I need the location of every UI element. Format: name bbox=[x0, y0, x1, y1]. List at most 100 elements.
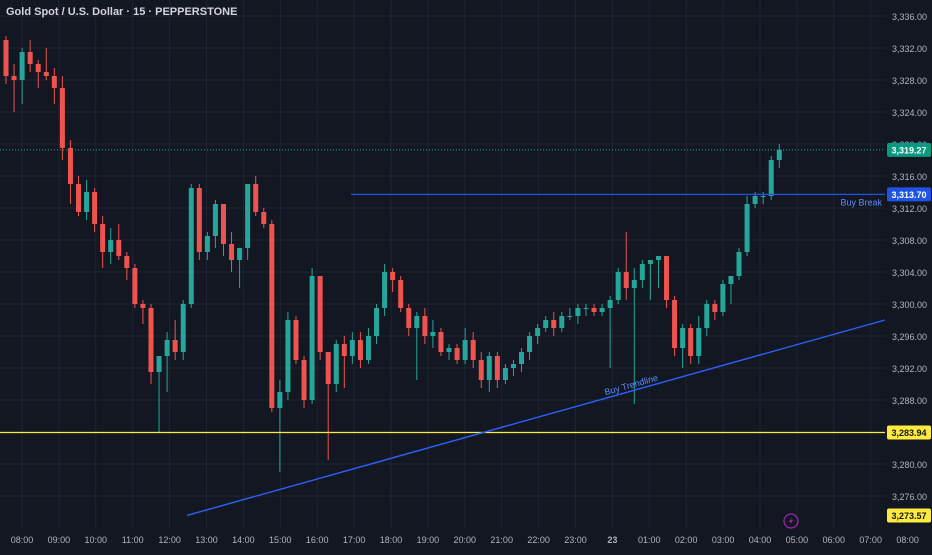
candle-body bbox=[333, 344, 339, 384]
price-tick-label: 3,296.00 bbox=[892, 332, 927, 342]
candle-body bbox=[132, 268, 138, 304]
candle-body bbox=[229, 244, 235, 260]
candle-body bbox=[92, 192, 98, 224]
candle-body bbox=[277, 392, 283, 408]
candle-body bbox=[478, 360, 484, 380]
candle-body bbox=[422, 316, 428, 336]
time-tick-label: 06:00 bbox=[823, 535, 846, 545]
candle-body bbox=[325, 352, 331, 384]
candle-body bbox=[357, 340, 363, 360]
candle-body bbox=[591, 308, 597, 312]
candle-body bbox=[349, 340, 355, 356]
candle-body bbox=[664, 256, 670, 300]
time-tick-label: 12:00 bbox=[158, 535, 181, 545]
candle-body bbox=[140, 304, 146, 308]
trendline-badge-bg bbox=[887, 508, 931, 523]
candle-body bbox=[454, 348, 460, 360]
candle-body bbox=[11, 76, 17, 80]
support-badge-bg bbox=[887, 425, 931, 440]
candle-body bbox=[100, 224, 106, 252]
price-tick-label: 3,300.00 bbox=[892, 300, 927, 310]
candle-body bbox=[212, 204, 218, 236]
candle-body bbox=[655, 256, 661, 260]
candle-body bbox=[341, 344, 347, 356]
candle-body bbox=[67, 148, 73, 184]
candle-body bbox=[776, 149, 782, 160]
time-tick-label: 07:00 bbox=[859, 535, 882, 545]
candle-body bbox=[615, 272, 621, 300]
candle-body bbox=[430, 332, 436, 336]
candle-body bbox=[156, 356, 162, 372]
price-tick-label: 3,336.00 bbox=[892, 12, 927, 22]
candle-body bbox=[382, 272, 388, 308]
candle-body bbox=[51, 76, 57, 88]
candle-body bbox=[728, 276, 734, 284]
time-tick-label: 13:00 bbox=[195, 535, 218, 545]
candle-body bbox=[535, 328, 541, 336]
time-tick-label: 05:00 bbox=[786, 535, 809, 545]
candle-body bbox=[19, 52, 25, 80]
time-tick-label: 21:00 bbox=[490, 535, 513, 545]
candle-body bbox=[3, 40, 9, 76]
price-tick-label: 3,304.00 bbox=[892, 268, 927, 278]
buy-break-badge: 3,313.70 bbox=[891, 190, 926, 200]
chart-title: Gold Spot / U.S. Dollar · 15 · PEPPERSTO… bbox=[6, 6, 237, 18]
last-price-badge: 3,319.27 bbox=[891, 145, 926, 155]
candle-body bbox=[438, 332, 444, 352]
candle-body bbox=[680, 328, 686, 348]
replay-icon[interactable] bbox=[783, 513, 799, 529]
candle-body bbox=[293, 320, 299, 360]
support-badge: 3,283.94 bbox=[891, 428, 926, 438]
candle-body bbox=[688, 328, 694, 356]
candle-body bbox=[220, 204, 226, 244]
candle-body bbox=[406, 308, 412, 328]
candle-body bbox=[647, 260, 653, 264]
buy-break-badge-bg bbox=[887, 187, 931, 202]
buy-trendline bbox=[186, 319, 886, 517]
time-tick-label: 17:00 bbox=[343, 535, 366, 545]
time-tick-label: 08:00 bbox=[11, 535, 34, 545]
candle-body bbox=[768, 160, 774, 196]
trendline-badge: 3,273.57 bbox=[891, 511, 926, 521]
time-tick-label: 18:00 bbox=[380, 535, 403, 545]
candle-body bbox=[285, 320, 291, 392]
last-price-badge-bg bbox=[887, 142, 931, 157]
price-tick-label: 3,292.00 bbox=[892, 364, 927, 374]
candle-body bbox=[551, 320, 557, 328]
candle-body bbox=[599, 308, 605, 312]
candle-body bbox=[760, 196, 766, 197]
price-tick-label: 3,332.00 bbox=[892, 44, 927, 54]
candle-body bbox=[390, 272, 396, 280]
candle-body bbox=[27, 52, 33, 64]
candle-body bbox=[486, 356, 492, 380]
candle-body bbox=[639, 264, 645, 280]
candle-body bbox=[631, 280, 637, 288]
time-tick-label: 02:00 bbox=[675, 535, 698, 545]
candle-body bbox=[84, 192, 90, 212]
candle-body bbox=[253, 184, 259, 212]
candle-body bbox=[35, 64, 41, 72]
candle-body bbox=[309, 276, 315, 400]
price-axis[interactable] bbox=[885, 0, 932, 550]
candle-body bbox=[623, 272, 629, 288]
candle-body bbox=[237, 248, 243, 260]
price-tick-label: 3,316.00 bbox=[892, 172, 927, 182]
candle-body bbox=[75, 184, 81, 212]
candle-body bbox=[374, 308, 380, 336]
price-tick-label: 3,328.00 bbox=[892, 76, 927, 86]
time-tick-label: 14:00 bbox=[232, 535, 255, 545]
candle-body bbox=[470, 340, 476, 360]
candle-body bbox=[736, 252, 742, 276]
price-tick-label: 3,324.00 bbox=[892, 108, 927, 118]
time-tick-label: 22:00 bbox=[527, 535, 550, 545]
time-tick-label: 09:00 bbox=[48, 535, 71, 545]
buy-break-label: Buy Break bbox=[840, 197, 882, 207]
candle-body bbox=[567, 316, 573, 317]
time-axis-labels: 08:00 09:00 10:00 11:00 12:00 13:00 14:00 15:00… bbox=[11, 535, 919, 545]
time-axis[interactable] bbox=[0, 528, 885, 550]
candle-body bbox=[59, 88, 65, 148]
candle-body bbox=[672, 300, 678, 348]
candle-body bbox=[301, 360, 307, 400]
